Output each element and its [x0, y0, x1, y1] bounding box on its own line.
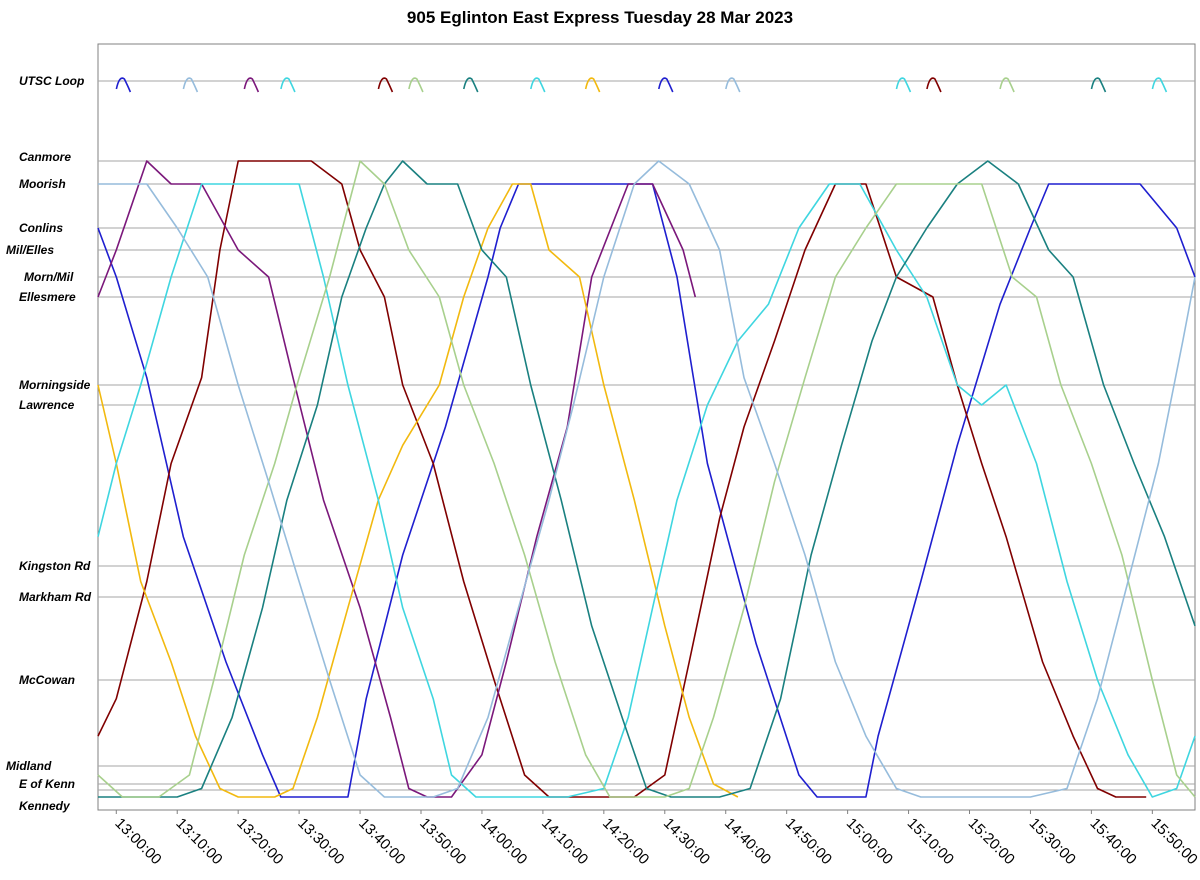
x-tick-label: 13:20:00 [233, 815, 286, 868]
stop-labels: UTSC Loop Canmore Moorish Conlins Mil/Elles M… [6, 74, 92, 813]
stop-label-conlins: Conlins [19, 221, 63, 235]
stop-label-morningside: Morningside [19, 378, 91, 392]
x-tick-label: 15:50:00 [1148, 815, 1200, 868]
stop-label-mil-elles: Mil/Elles [6, 243, 54, 257]
stop-label-markham-rd: Markham Rd [19, 590, 92, 604]
x-tick-label: 14:10:00 [538, 815, 591, 868]
x-tick-label: 15:40:00 [1087, 815, 1140, 868]
x-tick-label: 14:30:00 [660, 815, 713, 868]
stop-label-kennedy: Kennedy [19, 799, 71, 813]
stop-label-midland: Midland [6, 759, 52, 773]
stop-label-e-of-kenn: E of Kenn [19, 777, 75, 791]
x-tick-label: 15:10:00 [904, 815, 957, 868]
utsc-loop-mark-5 [377, 77, 394, 93]
utsc-loop-mark-7 [462, 77, 479, 93]
x-tick-label: 15:20:00 [965, 815, 1018, 868]
x-tick-label: 14:20:00 [599, 815, 652, 868]
utsc-loop-mark-2 [182, 77, 199, 93]
utsc-loop-mark-9 [584, 77, 601, 93]
x-tick-label: 14:00:00 [477, 815, 530, 868]
utsc-loop-mark-6 [408, 77, 424, 93]
utsc-loop-mark-14 [999, 77, 1015, 93]
utsc-loop-mark-16 [1151, 77, 1168, 93]
series-line-1 [97, 183, 1196, 798]
series-line-3 [97, 160, 697, 798]
series-line-6 [98, 160, 1196, 798]
stop-label-kingston-rd: Kingston Rd [19, 559, 91, 573]
x-tick-label: 14:50:00 [782, 815, 835, 868]
series-line-8 [98, 160, 1196, 798]
stop-label-moorish: Moorish [19, 177, 66, 191]
x-tick-label: 13:50:00 [416, 815, 469, 868]
stop-gridlines [98, 80, 1195, 791]
utsc-loop-mark-10 [658, 77, 674, 93]
x-tick-label: 13:40:00 [355, 815, 408, 868]
series-line-7 [97, 160, 1196, 798]
x-tick-label: 15:00:00 [843, 815, 896, 868]
utsc-loop-mark-8 [530, 77, 546, 93]
stop-label-ellesmere: Ellesmere [19, 290, 76, 304]
utsc-loop-mark-1 [115, 77, 132, 93]
utsc-loop-mark-3 [243, 77, 260, 93]
stop-label-morn-mil: Morn/Mil [24, 270, 74, 284]
stop-label-canmore: Canmore [19, 150, 71, 164]
stop-label-lawrence: Lawrence [19, 398, 75, 412]
utsc-loop-mark-15 [1090, 77, 1107, 93]
utsc-loop-mark-12 [895, 77, 912, 93]
x-tick-label: 14:40:00 [721, 815, 774, 868]
chart-title: 905 Eglinton East Express Tuesday 28 Mar… [406, 8, 794, 27]
x-tick-label: 13:30:00 [294, 815, 347, 868]
utsc-loop-mark-13 [926, 77, 942, 93]
utsc-loop-mark-4 [280, 77, 296, 93]
stop-label-mccowan: McCowan [19, 673, 75, 687]
x-tick-label: 15:30:00 [1026, 815, 1079, 868]
series-line-4 [97, 183, 739, 798]
series-lines [97, 77, 1196, 798]
utsc-loop-mark-11 [725, 77, 741, 93]
x-tick-label: 13:10:00 [172, 815, 225, 868]
stop-label-utsc-loop: UTSC Loop [19, 74, 84, 88]
plot-frame [97, 43, 1196, 811]
series-line-5 [97, 183, 1196, 798]
x-tick-label: 13:00:00 [111, 815, 164, 868]
x-tick-labels: 13:00:00 13:10:00 13:20:00 13:30:00 13:40:00… [111, 810, 1200, 868]
